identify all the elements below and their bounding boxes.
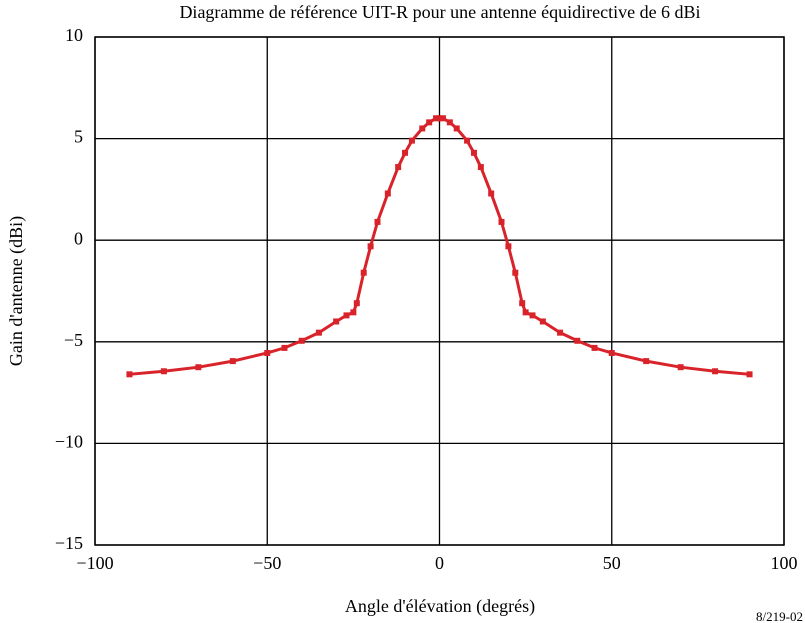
y-tick-label: 5 bbox=[74, 127, 83, 147]
data-point bbox=[436, 115, 443, 122]
data-point bbox=[402, 149, 409, 156]
data-point bbox=[529, 312, 536, 319]
data-point bbox=[315, 329, 322, 336]
x-tick-label: 100 bbox=[771, 553, 798, 573]
data-point bbox=[512, 269, 519, 276]
data-point bbox=[333, 318, 340, 325]
data-point bbox=[446, 119, 453, 126]
data-point bbox=[470, 149, 477, 156]
data-point bbox=[126, 371, 133, 378]
data-point bbox=[712, 368, 719, 375]
data-point bbox=[229, 358, 236, 365]
x-tick-label: 50 bbox=[603, 553, 621, 573]
data-point bbox=[557, 329, 564, 336]
data-point bbox=[343, 312, 350, 319]
data-point bbox=[426, 119, 433, 126]
y-tick-label: −10 bbox=[55, 432, 83, 452]
data-point bbox=[453, 125, 460, 132]
plot-frame bbox=[94, 36, 785, 546]
data-point bbox=[439, 115, 446, 122]
data-point bbox=[539, 318, 546, 325]
data-point bbox=[298, 337, 305, 344]
data-point bbox=[367, 243, 374, 250]
data-point bbox=[746, 371, 753, 378]
data-point bbox=[505, 243, 512, 250]
data-point bbox=[591, 344, 598, 351]
data-point bbox=[643, 358, 650, 365]
y-tick-label: 0 bbox=[74, 228, 83, 248]
figure-id: 8/219-02 bbox=[756, 609, 803, 623]
data-point bbox=[408, 137, 415, 144]
data-point bbox=[608, 349, 615, 356]
data-point bbox=[160, 368, 167, 375]
data-point bbox=[419, 125, 426, 132]
data-point bbox=[350, 309, 357, 316]
data-point bbox=[677, 364, 684, 371]
data-point bbox=[395, 164, 402, 171]
chart-title: Diagramme de référence UIT-R pour une an… bbox=[179, 2, 700, 22]
data-point bbox=[433, 115, 440, 122]
y-axis-label: Gain d'antenne (dBi) bbox=[6, 216, 27, 366]
data-point bbox=[522, 309, 529, 316]
data-point bbox=[353, 300, 360, 307]
data-point bbox=[464, 137, 471, 144]
data-point bbox=[264, 349, 271, 356]
data-point bbox=[281, 344, 288, 351]
data-point bbox=[574, 337, 581, 344]
x-axis-label: Angle d'élévation (degrés) bbox=[345, 596, 535, 617]
data-point bbox=[498, 218, 505, 225]
data-point bbox=[360, 269, 367, 276]
data-point bbox=[384, 190, 391, 197]
data-point bbox=[488, 190, 495, 197]
data-point bbox=[477, 164, 484, 171]
x-tick-label: 0 bbox=[435, 553, 444, 573]
data-point bbox=[374, 218, 381, 225]
y-tick-label: −15 bbox=[55, 533, 83, 553]
x-tick-label: −100 bbox=[76, 553, 113, 573]
y-tick-label: 10 bbox=[65, 25, 83, 45]
data-point bbox=[519, 300, 526, 307]
y-tick-label: −5 bbox=[64, 330, 83, 350]
x-tick-label: −50 bbox=[253, 553, 281, 573]
data-point bbox=[195, 364, 202, 371]
